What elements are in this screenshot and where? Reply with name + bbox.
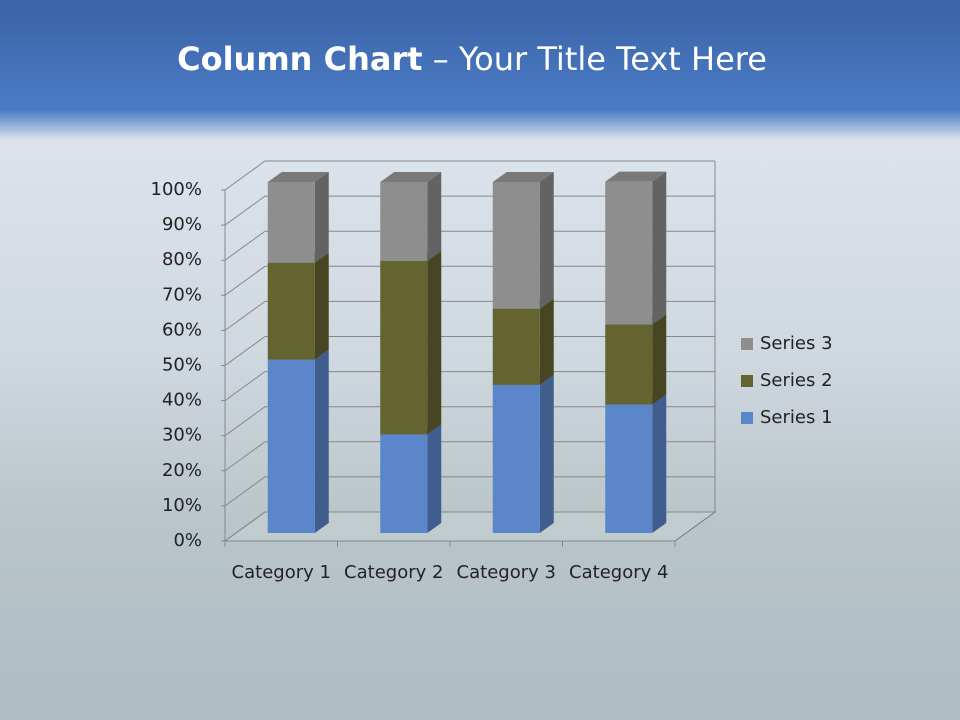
grid-line — [221, 511, 715, 542]
x-tick-label: Category 3 — [456, 562, 556, 583]
grid-line — [221, 300, 715, 331]
grid-line — [221, 230, 715, 261]
bar — [605, 404, 653, 533]
grid-line — [221, 371, 715, 402]
legend-label: Series 2 — [760, 370, 833, 391]
y-tick-label: 0% — [173, 530, 202, 551]
bar-side — [427, 250, 442, 435]
y-tick-label: 90% — [162, 214, 202, 235]
y-tick-label: 70% — [162, 284, 202, 305]
slide-title: Column Chart – Your Title Text Here — [0, 40, 944, 78]
title-rest: – Your Title Text Here — [432, 40, 767, 78]
bar-side — [314, 252, 329, 360]
grid-line — [221, 195, 715, 226]
grid-line — [221, 476, 715, 507]
grid-line — [221, 160, 715, 191]
bar — [380, 434, 428, 533]
x-tick-label: Category 1 — [231, 562, 331, 583]
y-tick-label: 30% — [162, 425, 202, 446]
grid-line — [221, 406, 715, 437]
bar-top — [492, 172, 554, 182]
bar — [267, 262, 315, 360]
grid-line — [221, 265, 715, 296]
bar — [267, 182, 315, 263]
x-tick-label: Category 4 — [569, 562, 669, 583]
y-tick-label: 100% — [151, 179, 202, 200]
legend-swatch — [741, 338, 753, 350]
legend-swatch — [741, 375, 753, 387]
bar-side — [427, 424, 442, 533]
y-tick-label: 80% — [162, 249, 202, 270]
bar-side — [652, 314, 667, 405]
legend-label: Series 3 — [760, 333, 833, 354]
bar-top — [267, 172, 329, 182]
bar — [492, 182, 540, 309]
bar — [605, 181, 653, 325]
bar — [492, 384, 540, 533]
bar-top — [380, 172, 442, 182]
y-tick-label: 40% — [162, 390, 202, 411]
bar — [492, 308, 540, 385]
bar-top — [605, 171, 667, 182]
grid-line — [221, 336, 715, 366]
bar-side — [539, 298, 554, 385]
y-tick-label: 50% — [162, 355, 202, 376]
bar — [380, 182, 428, 261]
bar — [380, 260, 428, 435]
grid-line — [221, 441, 715, 472]
title-bold: Column Chart — [177, 40, 423, 78]
bar-side — [314, 172, 329, 263]
legend-label: Series 1 — [760, 407, 833, 428]
bar-side — [539, 172, 554, 309]
legend-swatch — [741, 412, 753, 424]
bar-side — [652, 171, 667, 325]
bar — [267, 359, 315, 533]
bar — [605, 324, 653, 405]
x-tick-label: Category 2 — [344, 562, 444, 583]
bar-side — [427, 172, 442, 261]
bar-side — [314, 349, 329, 533]
y-tick-label: 20% — [162, 460, 202, 481]
bar-side — [539, 374, 554, 533]
y-tick-label: 60% — [162, 319, 202, 340]
bar-side — [652, 394, 667, 533]
y-tick-label: 10% — [162, 495, 202, 516]
